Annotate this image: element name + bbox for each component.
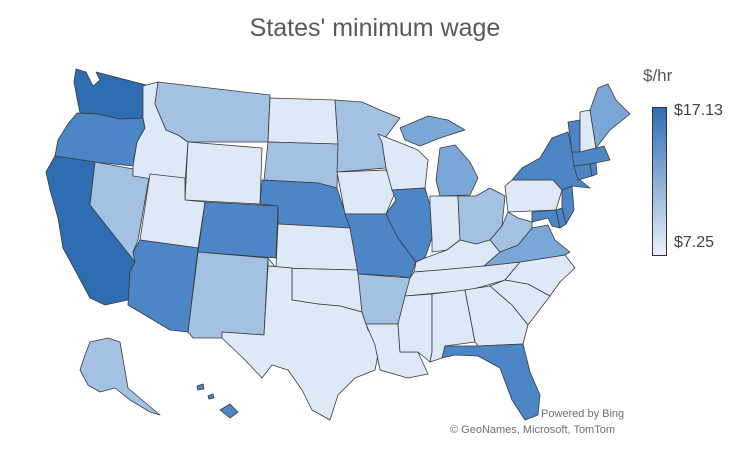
state-north-carolina[interactable]: [504, 254, 576, 297]
credit-attribution: © GeoNames, Microsoft, TomTom: [450, 424, 615, 436]
credit-powered-by: Powered by Bing: [541, 408, 625, 420]
state-north-dakota[interactable]: [267, 97, 339, 145]
state-texas[interactable]: [221, 265, 381, 421]
map-title: States' minimum wage: [249, 14, 501, 42]
state-hawaii[interactable]: [196, 383, 239, 419]
state-maine[interactable]: [589, 83, 631, 149]
state-washington[interactable]: [73, 68, 151, 120]
legend-color-scale: [652, 107, 667, 256]
state-pennsylvania[interactable]: [504, 179, 563, 213]
state-michigan[interactable]: [399, 115, 479, 197]
state-mississippi[interactable]: [397, 293, 433, 363]
state-iowa[interactable]: [336, 169, 397, 215]
legend-unit-label: $/hr: [643, 66, 673, 85]
state-arizona[interactable]: [127, 239, 199, 333]
state-montana[interactable]: [154, 81, 271, 143]
state-alaska[interactable]: [79, 337, 161, 416]
state-wyoming[interactable]: [184, 141, 263, 205]
legend-max-label: $17.13: [674, 102, 723, 119]
state-kansas[interactable]: [275, 223, 359, 271]
state-new-mexico[interactable]: [187, 251, 269, 339]
state-florida[interactable]: [441, 343, 541, 421]
state-colorado[interactable]: [197, 201, 279, 259]
legend-min-label: $7.25: [674, 234, 715, 251]
